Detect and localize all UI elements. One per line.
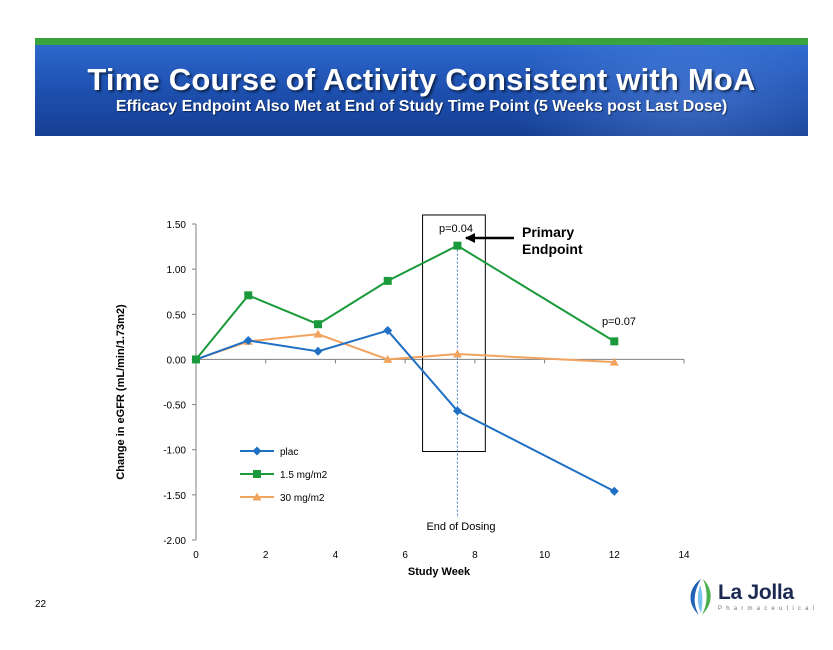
chart-axes: 1.50 1.00 0.50 0.00 -0.50 -1.00 -1.50 -2.00 0 2 4 6…	[163, 220, 690, 561]
data-point-1-5-mg-m2	[314, 320, 322, 329]
data-point-30-mg-m2	[452, 349, 462, 358]
data-point-plac	[609, 486, 619, 496]
banner-glow	[508, 38, 808, 136]
data-point-1-5-mg-m2	[453, 241, 462, 250]
y-tick-label: 1.00	[167, 265, 187, 276]
legend-marker-plac	[252, 446, 262, 456]
y-tick-label: -2.00	[163, 536, 186, 547]
data-point-plac	[243, 335, 253, 345]
highlight-box	[422, 214, 486, 453]
x-tick-label: 14	[678, 550, 690, 561]
data-point-30-mg-m2	[313, 329, 323, 338]
company-logo: La Jolla Pharmaceutical	[684, 577, 814, 617]
x-tick-label: 4	[333, 550, 339, 561]
y-tick-label: -1.00	[163, 446, 186, 457]
legend-marker-1-5-mg-m2	[253, 470, 261, 478]
y-tick-label: 0.00	[167, 355, 187, 366]
logo-name: La Jolla	[718, 581, 794, 604]
callout-endpoint: Endpoint	[522, 241, 583, 257]
x-tick-label: 6	[402, 550, 408, 561]
data-point-30-mg-m2	[383, 354, 393, 363]
legend-label-plac: plac	[280, 447, 298, 458]
series-1-5-mg-m2	[192, 241, 619, 364]
leaf-icon	[690, 579, 711, 615]
legend-marker-30-mg-m2	[252, 492, 262, 501]
data-point-plac	[383, 326, 393, 336]
title-banner: Time Course of Activity Consistent with …	[35, 38, 808, 136]
callout-primary: Primary	[522, 224, 574, 240]
p-value-week-7-5: p=0.04	[439, 223, 473, 235]
series-line-1-5-mg-m2	[195, 244, 615, 361]
y-axis-title: Change in eGFR (mL/min/1.73m2)	[115, 304, 127, 480]
end-of-dosing-label: End of Dosing	[426, 521, 495, 533]
y-tick-label: 0.50	[167, 310, 187, 321]
chart-overlay	[422, 214, 486, 518]
data-point-plac	[452, 406, 462, 416]
legend-label-30-mg-m2: 30 mg/m2	[280, 493, 325, 504]
y-tick-label: -1.50	[163, 491, 186, 502]
p-value-week-12: p=0.07	[602, 316, 636, 328]
slide-subtitle: Efficacy Endpoint Also Met at End of Stu…	[115, 98, 728, 115]
x-tick-label: 2	[263, 550, 269, 561]
chart-legend: plac 1.5 mg/m2 30 mg/m2	[240, 446, 328, 504]
series-line-30-mg-m2	[195, 333, 615, 364]
x-tick-label: 10	[539, 550, 551, 561]
data-point-1-5-mg-m2	[383, 276, 392, 285]
data-point-30-mg-m2	[609, 357, 619, 366]
y-tick-label: -0.50	[163, 401, 186, 412]
data-point-1-5-mg-m2	[192, 355, 200, 364]
data-point-1-5-mg-m2	[244, 291, 253, 300]
logo-tagline: Pharmaceutical	[718, 606, 819, 612]
y-tick-label: 1.50	[167, 220, 187, 231]
series-line-plac	[195, 329, 615, 493]
legend-label-1-5-mg-m2: 1.5 mg/m2	[280, 470, 328, 481]
banner-stripe	[35, 38, 808, 45]
slide-title: Time Course of Activity Consistent with …	[87, 62, 756, 97]
data-point-plac	[313, 346, 323, 356]
chart-labels: Study Week Change in eGFR (mL/min/1.73m2…	[115, 223, 636, 578]
page-number: 22	[35, 599, 47, 610]
x-tick-label: 8	[472, 550, 478, 561]
chart-series	[191, 241, 619, 496]
x-tick-label: 12	[609, 550, 621, 561]
x-axis-title: Study Week	[408, 566, 471, 578]
x-tick-label: 0	[193, 550, 199, 561]
data-point-1-5-mg-m2	[610, 337, 619, 346]
